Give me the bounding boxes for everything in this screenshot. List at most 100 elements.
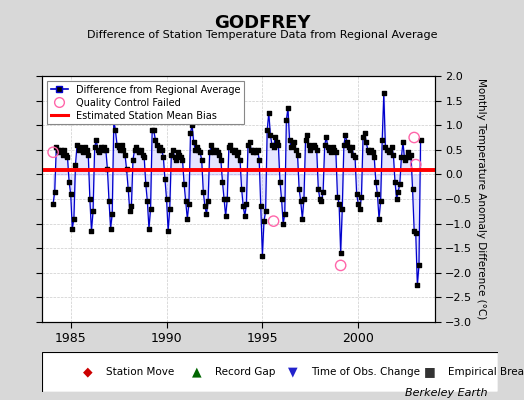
Point [178, 156, 187, 163]
Point [252, 149, 260, 156]
Point [388, 144, 396, 150]
Point [341, 132, 350, 138]
Point [145, 225, 153, 232]
Point [269, 144, 278, 150]
Point [60, 146, 69, 153]
Point [100, 144, 108, 150]
Point [321, 142, 329, 148]
Point [290, 139, 299, 146]
Point [169, 146, 177, 153]
Point [127, 203, 136, 210]
Point [280, 210, 289, 217]
Point [375, 216, 383, 222]
Point [181, 198, 190, 205]
Point [180, 181, 188, 188]
Point [255, 156, 264, 163]
Point [329, 144, 337, 150]
Point [187, 129, 195, 136]
Point [167, 152, 176, 158]
Point [68, 225, 77, 232]
Point [399, 139, 407, 146]
Point [408, 186, 417, 192]
Point [350, 152, 358, 158]
Point [392, 196, 401, 202]
Point [258, 252, 267, 259]
Point [111, 127, 119, 133]
Point [351, 154, 359, 160]
Point [370, 154, 378, 160]
Point [391, 178, 399, 185]
Point [417, 137, 425, 143]
Point [114, 144, 123, 150]
Point [319, 188, 328, 195]
Point [327, 149, 335, 156]
Point [158, 146, 166, 153]
Point [212, 146, 220, 153]
Point [338, 206, 346, 212]
Point [105, 198, 113, 205]
Point [415, 262, 423, 269]
Point [312, 146, 321, 153]
Point [225, 144, 233, 150]
Point [63, 154, 72, 160]
Point [223, 196, 232, 202]
Point [161, 176, 169, 182]
Point [177, 154, 185, 160]
Point [134, 146, 142, 153]
Point [314, 186, 322, 192]
Point [49, 201, 57, 207]
Point [146, 206, 155, 212]
Point [306, 146, 314, 153]
Point [71, 161, 80, 168]
Point [274, 142, 282, 148]
Point [196, 149, 204, 156]
Point [277, 196, 286, 202]
Point [265, 110, 273, 116]
Point [248, 149, 257, 156]
Point [308, 144, 316, 150]
Point [407, 152, 415, 158]
Point [396, 181, 404, 188]
Point [261, 208, 270, 214]
Point [257, 203, 265, 210]
Point [102, 146, 110, 153]
Point [126, 208, 134, 214]
Point [166, 206, 174, 212]
Point [322, 134, 331, 141]
Point [247, 146, 255, 153]
Point [151, 137, 159, 143]
Point [76, 144, 84, 150]
Point [263, 127, 271, 133]
Point [184, 201, 193, 207]
Point [372, 178, 380, 185]
Point [67, 191, 75, 197]
Point [153, 142, 161, 148]
Point [242, 201, 250, 207]
Point [298, 216, 307, 222]
Point [383, 146, 391, 153]
Point [87, 228, 95, 234]
Point [99, 146, 107, 153]
Point [226, 142, 235, 148]
Point [108, 210, 116, 217]
Point [335, 201, 343, 207]
Point [325, 146, 334, 153]
Point [116, 146, 124, 153]
Point [379, 90, 388, 96]
Point [297, 198, 305, 205]
Point [364, 146, 372, 153]
Point [207, 142, 215, 148]
Point [65, 178, 73, 185]
Point [103, 166, 112, 173]
Point [304, 142, 313, 148]
Point [62, 152, 70, 158]
Point [287, 144, 296, 150]
Point [188, 122, 196, 128]
Point [91, 144, 99, 150]
Point [119, 146, 127, 153]
Point [279, 220, 287, 227]
Point [89, 208, 97, 214]
Point [52, 144, 60, 150]
Point [289, 142, 297, 148]
Point [233, 152, 241, 158]
